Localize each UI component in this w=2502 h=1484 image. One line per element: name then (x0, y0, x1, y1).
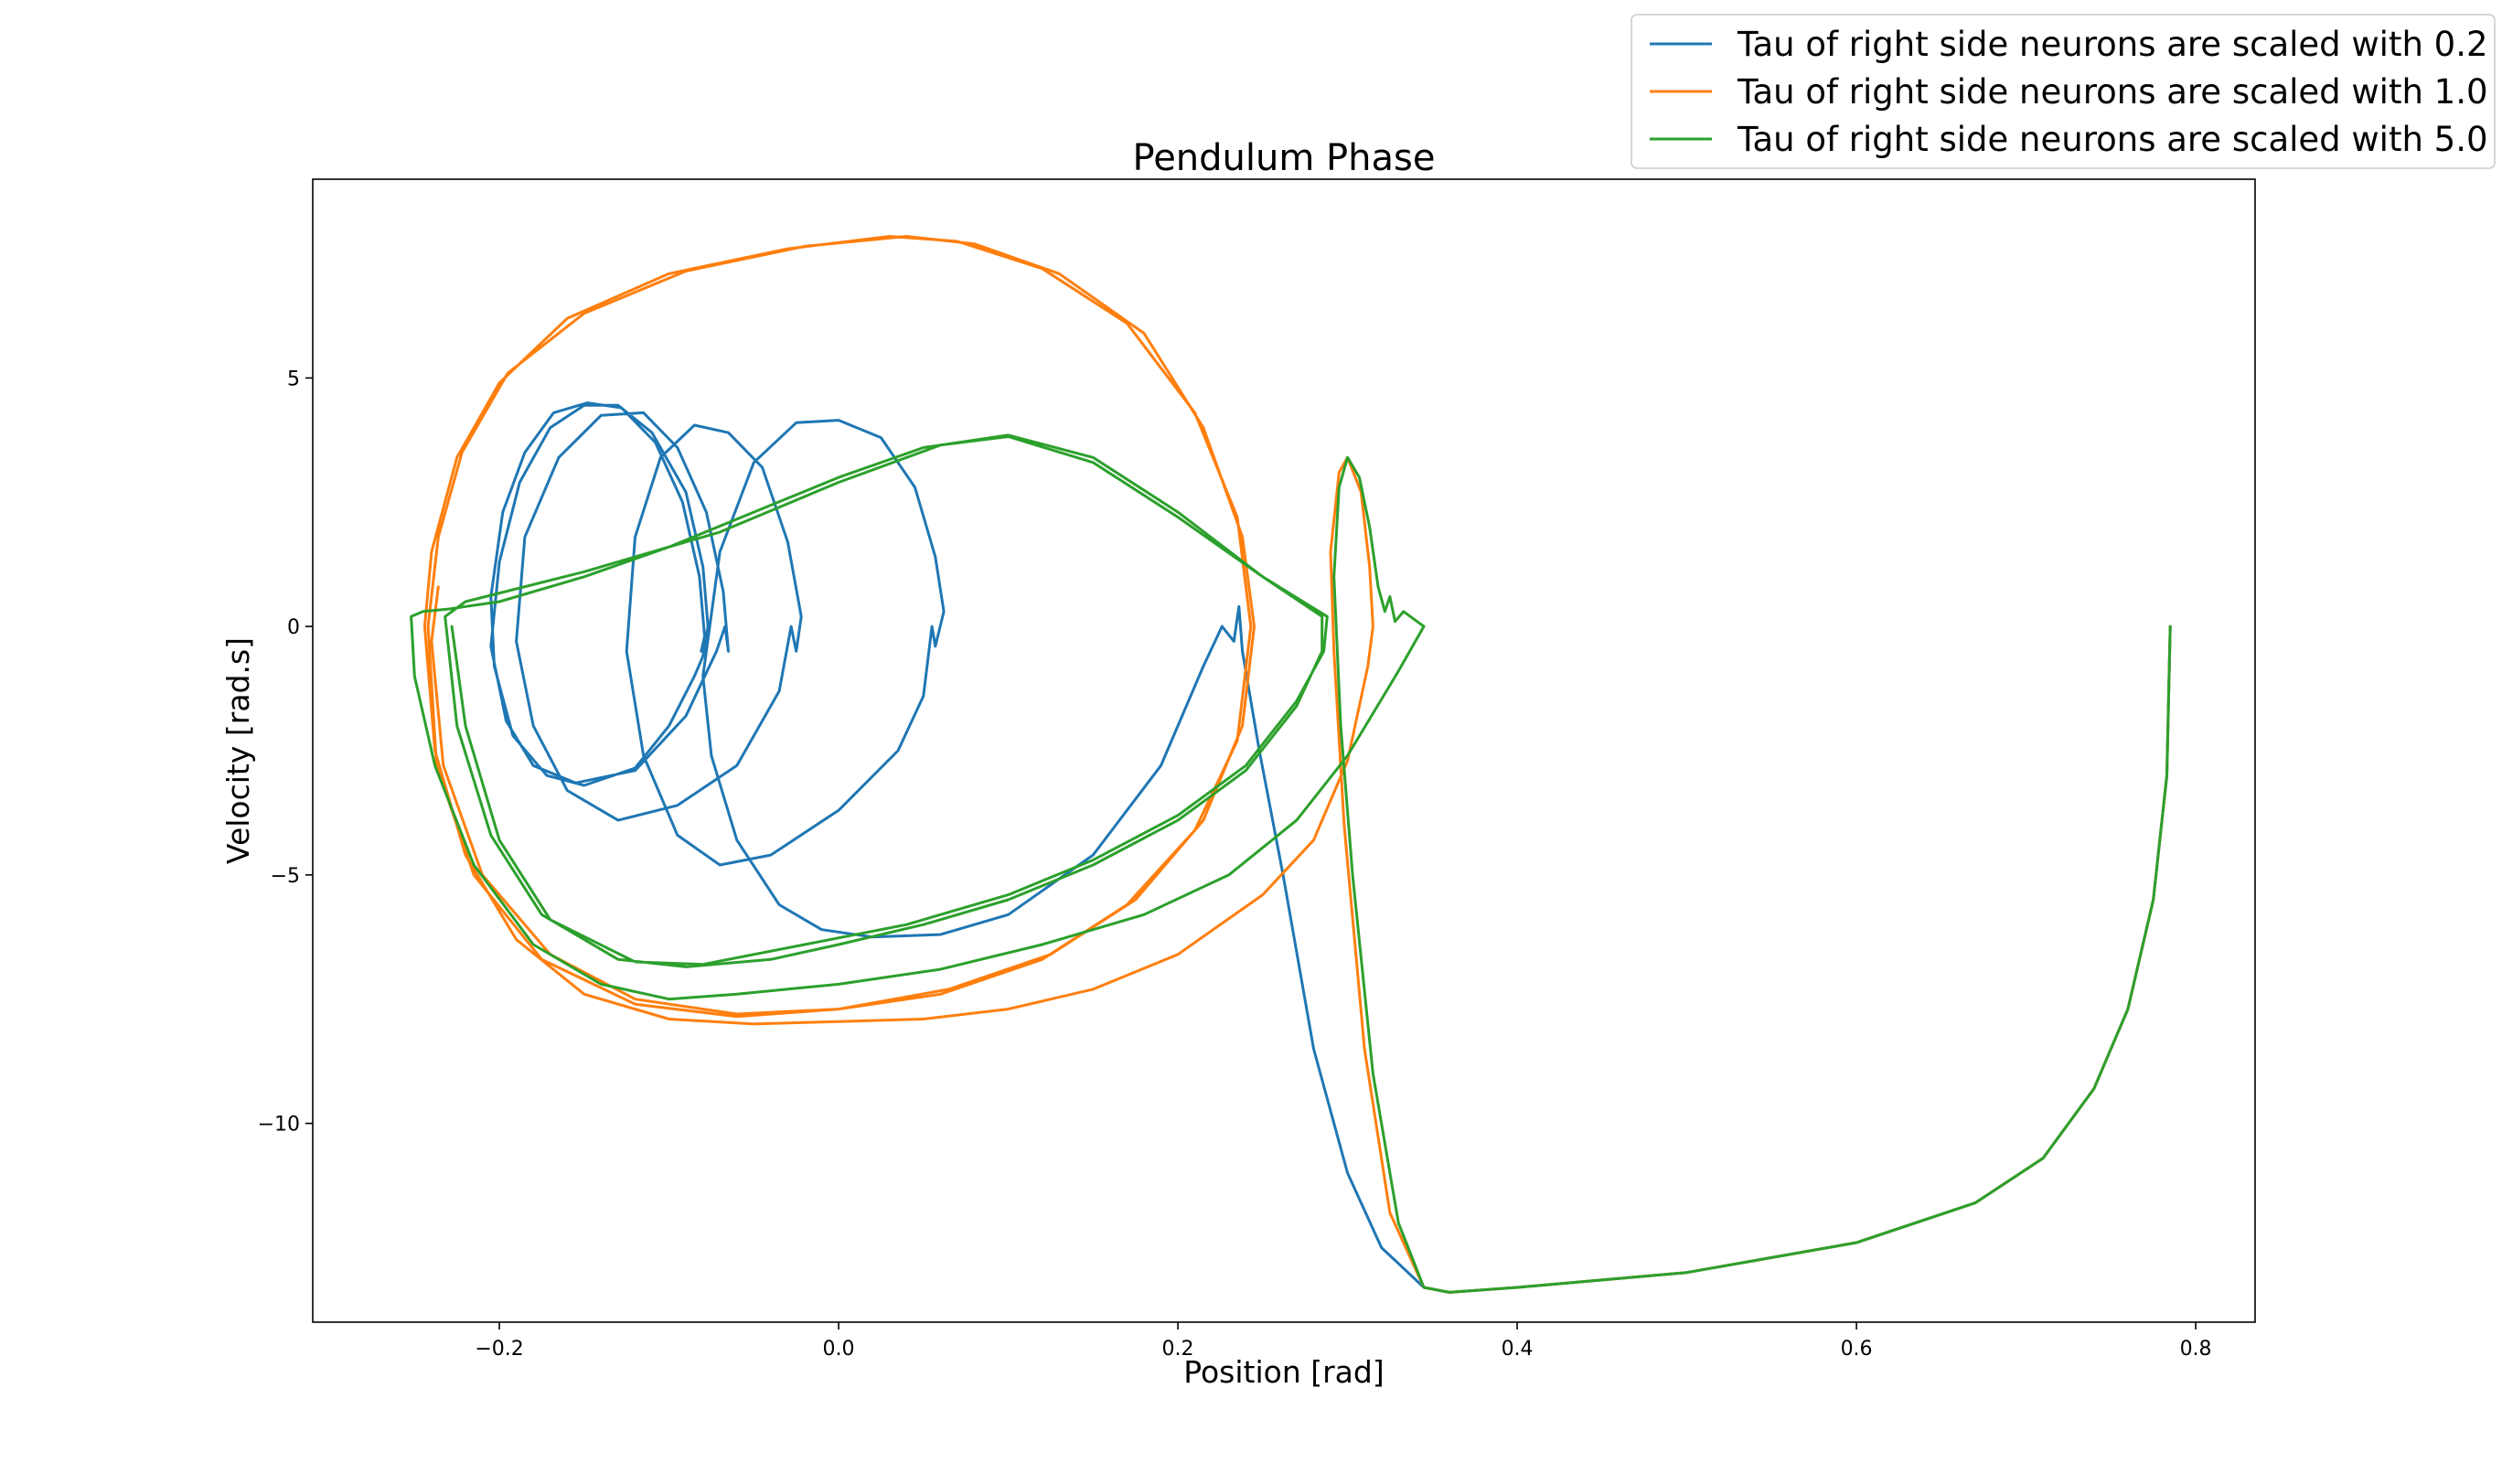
y-tick-label: −5 (271, 865, 300, 888)
x-tick-label: 0.8 (2180, 1338, 2212, 1361)
series-layer (410, 235, 2172, 1294)
x-axis-label: Position [rad] (1183, 1354, 1384, 1390)
x-tick-label: 0.2 (1162, 1338, 1194, 1361)
series-line-2 (422, 235, 2172, 1294)
y-axis: 5 0 −5 −10 (258, 368, 313, 1137)
x-axis: −0.2 0.0 0.2 0.4 0.6 0.8 (475, 1322, 2212, 1361)
y-tick-label: −10 (258, 1114, 300, 1137)
y-tick-label: 0 (287, 616, 300, 639)
plot-frame (312, 178, 2256, 1323)
legend: Tau of right side neurons are scaled wit… (1631, 14, 2496, 169)
y-tick-label: 5 (287, 368, 300, 390)
x-tick-label: 0.4 (1502, 1338, 1534, 1361)
legend-label-2: Tau of right side neurons are scaled wit… (1737, 72, 2488, 112)
legend-frame (1631, 14, 2496, 169)
legend-label-3: Tau of right side neurons are scaled wit… (1737, 120, 2488, 159)
chart-title: Pendulum Phase (1133, 137, 1436, 179)
series-line-3 (410, 433, 2172, 1294)
legend-label-1: Tau of right side neurons are scaled wit… (1737, 25, 2488, 64)
x-tick-label: 0.6 (1841, 1338, 1873, 1361)
x-tick-label: −0.2 (475, 1338, 523, 1361)
y-axis-label: Velocity [rad.s] (220, 637, 256, 864)
x-tick-label: 0.0 (823, 1338, 855, 1361)
